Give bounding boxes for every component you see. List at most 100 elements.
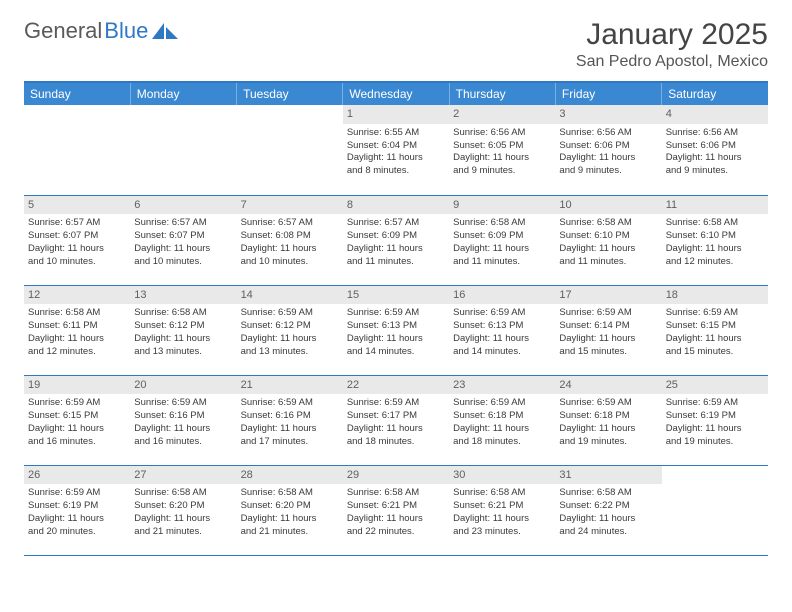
daylight1-text: Daylight: 11 hours — [28, 243, 126, 256]
sunset-text: Sunset: 6:13 PM — [453, 320, 551, 333]
sunset-text: Sunset: 6:06 PM — [559, 140, 657, 153]
daylight1-text: Daylight: 11 hours — [559, 243, 657, 256]
day-info: Sunrise: 6:59 AMSunset: 6:15 PMDaylight:… — [666, 307, 764, 358]
daylight2-text: and 17 minutes. — [241, 436, 339, 449]
calendar-week-row: 5Sunrise: 6:57 AMSunset: 6:07 PMDaylight… — [24, 195, 768, 285]
calendar-day-cell: . — [130, 105, 236, 195]
day-number: 5 — [24, 196, 130, 215]
logo-text-1: General — [24, 18, 102, 44]
day-info: Sunrise: 6:58 AMSunset: 6:12 PMDaylight:… — [134, 307, 232, 358]
sunset-text: Sunset: 6:18 PM — [559, 410, 657, 423]
calendar-week-row: 26Sunrise: 6:59 AMSunset: 6:19 PMDayligh… — [24, 465, 768, 555]
calendar-day-cell: 25 Sunrise: 6:59 AMSunset: 6:19 PMDayligh… — [662, 375, 768, 465]
day-info: Sunrise: 6:58 AMSunset: 6:20 PMDaylight:… — [241, 487, 339, 538]
sunrise-text: Sunrise: 6:58 AM — [134, 307, 232, 320]
day-number: 11 — [662, 196, 768, 215]
daylight1-text: Daylight: 11 hours — [347, 423, 445, 436]
calendar-day-cell: 2Sunrise: 6:56 AMSunset: 6:05 PMDaylight… — [449, 105, 555, 195]
calendar-day-cell: 12Sunrise: 6:58 AMSunset: 6:11 PMDayligh… — [24, 285, 130, 375]
calendar-day-cell: . — [237, 105, 343, 195]
calendar-day-cell: 15Sunrise: 6:59 AMSunset: 6:13 PMDayligh… — [343, 285, 449, 375]
sunrise-text: Sunrise: 6:58 AM — [453, 487, 551, 500]
day-number: 16 — [449, 286, 555, 305]
day-number: 25 — [662, 376, 768, 395]
calendar-day-cell: 30Sunrise: 6:58 AMSunset: 6:21 PMDayligh… — [449, 465, 555, 555]
sunset-text: Sunset: 6:20 PM — [241, 500, 339, 513]
sunset-text: Sunset: 6:04 PM — [347, 140, 445, 153]
daylight2-text: and 22 minutes. — [347, 526, 445, 539]
daylight1-text: Daylight: 11 hours — [559, 333, 657, 346]
day-number: 14 — [237, 286, 343, 305]
sunrise-text: Sunrise: 6:59 AM — [559, 307, 657, 320]
day-info: Sunrise: 6:56 AMSunset: 6:06 PMDaylight:… — [559, 127, 657, 178]
daylight1-text: Daylight: 11 hours — [134, 423, 232, 436]
day-number: 27 — [130, 466, 236, 485]
sunset-text: Sunset: 6:12 PM — [241, 320, 339, 333]
sunset-text: Sunset: 6:16 PM — [241, 410, 339, 423]
calendar-day-cell: 16Sunrise: 6:59 AMSunset: 6:13 PMDayligh… — [449, 285, 555, 375]
day-number: 29 — [343, 466, 449, 485]
sunrise-text: Sunrise: 6:59 AM — [28, 397, 126, 410]
daylight2-text: and 23 minutes. — [453, 526, 551, 539]
daylight2-text: and 16 minutes. — [28, 436, 126, 449]
calendar-day-cell: 28Sunrise: 6:58 AMSunset: 6:20 PMDayligh… — [237, 465, 343, 555]
day-info: Sunrise: 6:58 AMSunset: 6:21 PMDaylight:… — [347, 487, 445, 538]
sunrise-text: Sunrise: 6:59 AM — [453, 307, 551, 320]
day-number: 19 — [24, 376, 130, 395]
day-number: 23 — [449, 376, 555, 395]
daylight1-text: Daylight: 11 hours — [666, 333, 764, 346]
day-number: 24 — [555, 376, 661, 395]
day-info: Sunrise: 6:59 AMSunset: 6:14 PMDaylight:… — [559, 307, 657, 358]
sunset-text: Sunset: 6:15 PM — [666, 320, 764, 333]
daylight2-text: and 24 minutes. — [559, 526, 657, 539]
day-info: Sunrise: 6:59 AMSunset: 6:15 PMDaylight:… — [28, 397, 126, 448]
day-info: Sunrise: 6:57 AMSunset: 6:09 PMDaylight:… — [347, 217, 445, 268]
sunrise-text: Sunrise: 6:59 AM — [666, 307, 764, 320]
daylight1-text: Daylight: 11 hours — [453, 152, 551, 165]
sunrise-text: Sunrise: 6:59 AM — [241, 307, 339, 320]
calendar-day-cell: 23Sunrise: 6:59 AMSunset: 6:18 PMDayligh… — [449, 375, 555, 465]
daylight1-text: Daylight: 11 hours — [28, 513, 126, 526]
daylight1-text: Daylight: 11 hours — [134, 333, 232, 346]
sunrise-text: Sunrise: 6:57 AM — [28, 217, 126, 230]
calendar-day-cell: 9Sunrise: 6:58 AMSunset: 6:09 PMDaylight… — [449, 195, 555, 285]
daylight1-text: Daylight: 11 hours — [453, 423, 551, 436]
calendar-day-cell: 24Sunrise: 6:59 AMSunset: 6:18 PMDayligh… — [555, 375, 661, 465]
location-text: San Pedro Apostol, Mexico — [576, 53, 768, 71]
day-info: Sunrise: 6:59 AMSunset: 6:13 PMDaylight:… — [347, 307, 445, 358]
sunrise-text: Sunrise: 6:59 AM — [666, 397, 764, 410]
day-number: 31 — [555, 466, 661, 485]
daylight2-text: and 9 minutes. — [559, 165, 657, 178]
daylight1-text: Daylight: 11 hours — [241, 513, 339, 526]
daylight1-text: Daylight: 11 hours — [241, 243, 339, 256]
calendar-day-cell: . — [24, 105, 130, 195]
calendar-day-cell: 29 Sunrise: 6:58 AMSunset: 6:21 PMDayligh… — [343, 465, 449, 555]
daylight2-text: and 10 minutes. — [28, 256, 126, 269]
day-info: Sunrise: 6:59 AMSunset: 6:19 PMDaylight:… — [666, 397, 764, 448]
day-info: Sunrise: 6:58 AMSunset: 6:22 PMDaylight:… — [559, 487, 657, 538]
calendar-week-row: ...1Sunrise: 6:55 AMSunset: 6:04 PMDayli… — [24, 105, 768, 195]
daylight1-text: Daylight: 11 hours — [134, 243, 232, 256]
sunset-text: Sunset: 6:19 PM — [28, 500, 126, 513]
day-number: 4 — [662, 105, 768, 124]
daylight1-text: Daylight: 11 hours — [28, 333, 126, 346]
daylight2-text: and 13 minutes. — [241, 346, 339, 359]
daylight2-text: and 10 minutes. — [134, 256, 232, 269]
sunrise-text: Sunrise: 6:59 AM — [347, 307, 445, 320]
sunset-text: Sunset: 6:19 PM — [666, 410, 764, 423]
sunset-text: Sunset: 6:09 PM — [347, 230, 445, 243]
sunrise-text: Sunrise: 6:56 AM — [453, 127, 551, 140]
calendar-day-cell: 17Sunrise: 6:59 AMSunset: 6:14 PMDayligh… — [555, 285, 661, 375]
daylight1-text: Daylight: 11 hours — [134, 513, 232, 526]
header-bar: General Blue January 2025 San Pedro Apos… — [24, 18, 768, 71]
sunrise-text: Sunrise: 6:59 AM — [28, 487, 126, 500]
sunrise-text: Sunrise: 6:58 AM — [134, 487, 232, 500]
day-info: Sunrise: 6:58 AMSunset: 6:10 PMDaylight:… — [559, 217, 657, 268]
sunset-text: Sunset: 6:05 PM — [453, 140, 551, 153]
day-number: 30 — [449, 466, 555, 485]
day-info: Sunrise: 6:56 AMSunset: 6:06 PMDaylight:… — [666, 127, 764, 178]
daylight2-text: and 9 minutes. — [453, 165, 551, 178]
sunset-text: Sunset: 6:20 PM — [134, 500, 232, 513]
daylight2-text: and 15 minutes. — [559, 346, 657, 359]
sunset-text: Sunset: 6:16 PM — [134, 410, 232, 423]
